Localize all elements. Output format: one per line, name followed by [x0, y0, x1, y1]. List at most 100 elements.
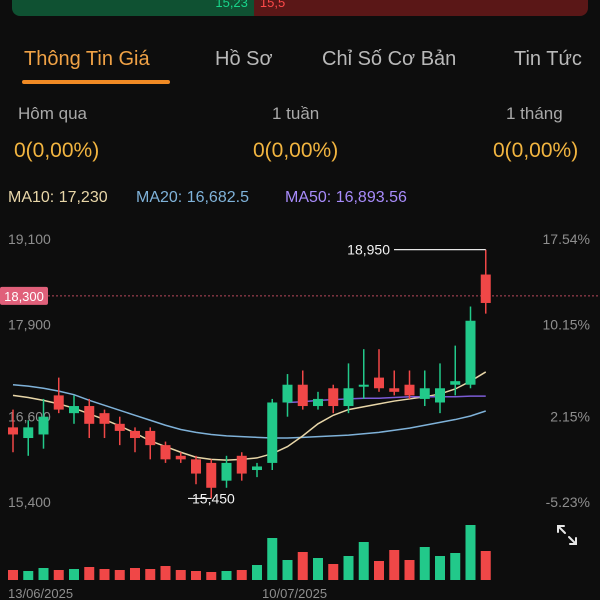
- candle-body: [160, 445, 171, 460]
- candle-body: [99, 413, 110, 424]
- candle-body: [358, 384, 369, 387]
- y-tick-label: 15,400: [8, 494, 51, 510]
- volume-bar: [69, 569, 79, 580]
- candle-body: [175, 455, 186, 460]
- candle-body: [221, 462, 232, 481]
- candle-body: [465, 320, 476, 385]
- candle-body: [53, 395, 64, 410]
- candle-body: [374, 377, 384, 389]
- volume-bar: [175, 570, 186, 580]
- volume-bar: [236, 570, 247, 580]
- volume-bar: [328, 564, 339, 580]
- candlestick-chart[interactable]: 19,10017,90016,60015,40017.54%10.15%2.15…: [0, 222, 600, 600]
- volume-bar: [160, 566, 171, 580]
- perf-value-1-week: 0(0,00%): [253, 139, 339, 162]
- volume-bar: [191, 571, 201, 580]
- candle-body: [84, 406, 95, 424]
- candle-body: [8, 427, 18, 435]
- candle-body: [236, 455, 247, 474]
- candle-body: [343, 388, 354, 407]
- percent-tick-label: 10.15%: [543, 316, 590, 332]
- volume-bar: [358, 542, 369, 580]
- y-tick-label: 19,100: [8, 231, 51, 247]
- volume-bar: [313, 558, 323, 580]
- candle-body: [313, 398, 323, 407]
- perf-label-1-week: 1 tuần: [272, 104, 320, 123]
- volume-bar: [8, 570, 18, 580]
- expand-chart-icon[interactable]: [554, 522, 580, 548]
- volume-bar: [389, 550, 400, 580]
- percent-tick-label: -5.23%: [546, 494, 590, 510]
- volume-bar: [114, 570, 125, 580]
- perf-value-yesterday: 0(0,00%): [14, 139, 100, 162]
- volume-bar: [252, 565, 262, 580]
- current-price-badge: [0, 286, 48, 305]
- candle-body: [252, 466, 262, 471]
- ma50-label: MA50: 16,893.56: [285, 189, 407, 206]
- tab-news[interactable]: Tin Tức: [514, 48, 582, 70]
- volume-bar: [99, 569, 110, 580]
- volume-bar: [53, 570, 64, 580]
- volume-bar: [38, 568, 49, 580]
- x-axis-label: 10/07/2025: [262, 586, 327, 600]
- low-price-label: 15,450: [192, 490, 235, 506]
- candle-body: [480, 274, 491, 303]
- percent-tick-label: 17.54%: [543, 231, 590, 247]
- ma10-label: MA10: 17,230: [8, 189, 108, 206]
- candle-body: [419, 388, 430, 399]
- candle-body: [38, 416, 49, 435]
- volume-bar: [145, 569, 156, 580]
- volume-bar: [282, 560, 293, 580]
- price-range-left: 15,23: [12, 0, 254, 16]
- active-tab-indicator: [22, 80, 170, 84]
- ma10-line: [12, 371, 487, 461]
- candle-body: [435, 388, 445, 403]
- volume-bar: [480, 551, 491, 580]
- candle-body: [282, 384, 293, 403]
- percent-tick-label: 2.15%: [550, 409, 590, 425]
- candle-body: [328, 388, 339, 407]
- price-range-bar: 15,23 15,5: [12, 0, 588, 16]
- ma20-label: MA20: 16,682.5: [136, 189, 249, 206]
- candle-body: [297, 384, 308, 407]
- candle-body: [450, 381, 461, 385]
- volume-bar: [221, 571, 232, 580]
- tab-fundamentals[interactable]: Chỉ Số Cơ Bản: [322, 48, 457, 70]
- x-axis-label: 13/06/2025: [8, 586, 73, 600]
- volume-bar: [130, 568, 140, 580]
- candle-body: [389, 388, 400, 392]
- volume-bar: [450, 553, 461, 580]
- candle-body: [114, 423, 125, 431]
- perf-label-yesterday: Hôm qua: [18, 104, 87, 123]
- high-price-label: 18,950: [347, 242, 390, 258]
- volume-bar: [343, 556, 354, 580]
- volume-bar: [404, 560, 415, 580]
- volume-bar: [419, 547, 430, 580]
- price-range-right: 15,5: [253, 0, 588, 16]
- y-tick-label: 17,900: [8, 316, 51, 332]
- candle-body: [69, 406, 79, 414]
- candle-body: [206, 462, 217, 488]
- volume-bar: [206, 572, 217, 580]
- volume-bar: [267, 538, 278, 580]
- volume-bar: [297, 552, 308, 580]
- volume-bar: [465, 525, 476, 580]
- volume-bar: [435, 556, 445, 580]
- candle-body: [145, 430, 156, 446]
- perf-label-1-month: 1 tháng: [506, 104, 563, 123]
- tab-bar: Thông Tin Giá Hồ Sơ Chỉ Số Cơ Bản Tin Tứ…: [0, 44, 600, 94]
- current-price-label: 18,300: [4, 289, 44, 304]
- candle-body: [23, 427, 34, 439]
- candle-body: [267, 402, 278, 463]
- tab-profile[interactable]: Hồ Sơ: [215, 48, 273, 70]
- perf-value-1-month: 0(0,00%): [493, 139, 579, 162]
- tab-price-info[interactable]: Thông Tin Giá: [24, 48, 150, 70]
- volume-bar: [374, 561, 384, 580]
- candle-body: [130, 430, 140, 439]
- volume-bar: [23, 571, 34, 580]
- candle-body: [191, 459, 201, 474]
- ma20-line: [12, 383, 486, 439]
- candle-body: [404, 384, 415, 396]
- volume-bar: [84, 567, 95, 580]
